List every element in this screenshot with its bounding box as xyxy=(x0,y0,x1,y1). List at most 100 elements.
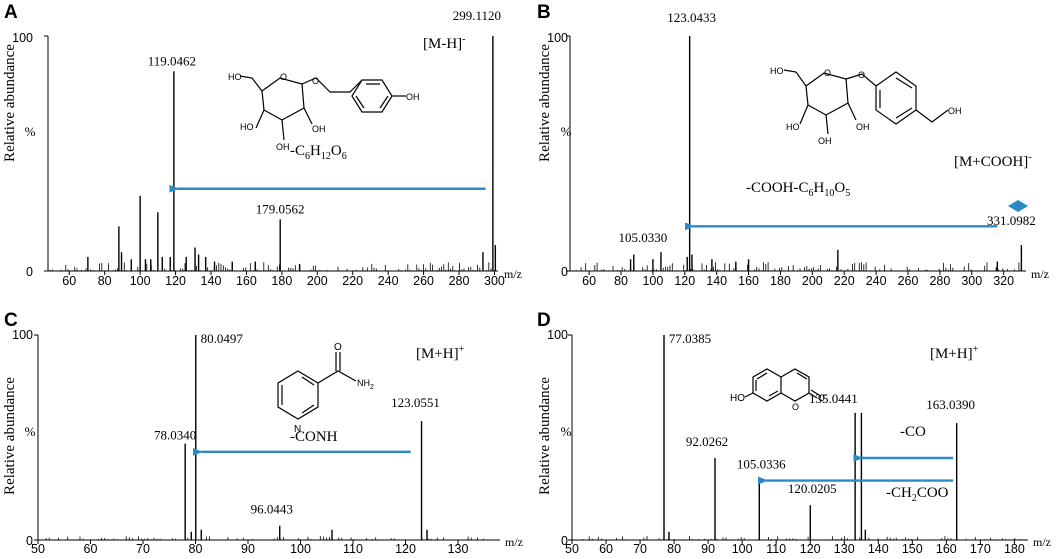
x-tick-label: 60 xyxy=(84,542,98,556)
peak-label: 96.0443 xyxy=(251,502,293,517)
neutral-loss-label: -CH2COO xyxy=(886,485,949,504)
x-tick-label: 300 xyxy=(961,274,982,288)
x-tick-label: 80 xyxy=(667,542,681,556)
panel-label-a: A xyxy=(4,2,18,23)
panel-label-b: B xyxy=(537,2,551,23)
x-tick-label: 280 xyxy=(929,274,950,288)
x-tick-label: 180 xyxy=(1004,542,1025,556)
svg-text:O: O xyxy=(858,70,865,80)
svg-text:O: O xyxy=(792,402,799,412)
x-tick-label: 50 xyxy=(31,542,45,556)
x-axis-label: m/z xyxy=(504,267,522,281)
x-tick-label: 160 xyxy=(738,274,759,288)
peak-label: 119.0462 xyxy=(148,53,196,68)
x-tick-label: 170 xyxy=(970,542,991,556)
x-tick-label: 80 xyxy=(189,542,203,556)
peak-label: 123.0551 xyxy=(391,395,440,410)
panel-label-c: C xyxy=(4,310,18,331)
peak-label: 299.1120 xyxy=(453,8,501,23)
svg-text:NH2: NH2 xyxy=(357,378,374,391)
x-tick-label: 180 xyxy=(770,274,791,288)
precursor-marker xyxy=(1008,200,1028,212)
x-tick-label: 120 xyxy=(800,542,821,556)
x-tick-label: 100 xyxy=(290,542,311,556)
y-percent-label: % xyxy=(25,124,36,139)
x-tick-label: 260 xyxy=(898,274,919,288)
peak-label: 179.0562 xyxy=(256,201,305,216)
peak-label: 92.0262 xyxy=(686,434,728,449)
svg-text:HO: HO xyxy=(240,122,254,132)
y-tick-label: 100 xyxy=(547,328,568,342)
x-tick-label: 90 xyxy=(701,542,715,556)
svg-text:O: O xyxy=(824,68,831,78)
x-tick-label: 70 xyxy=(633,542,647,556)
x-tick-label: 100 xyxy=(732,542,753,556)
peak-label: 331.0982 xyxy=(987,213,1036,228)
panel-label-d: D xyxy=(537,310,551,331)
x-tick-label: 130 xyxy=(448,542,469,556)
x-tick-label: 300 xyxy=(484,274,505,288)
x-tick-label: 50 xyxy=(565,542,579,556)
baseline-noise xyxy=(45,536,484,540)
precursor-ion-label: [M+COOH]- xyxy=(954,152,1032,170)
x-tick-label: 180 xyxy=(271,274,292,288)
peak-label: 120.0205 xyxy=(788,481,837,496)
y-percent-label: % xyxy=(25,424,36,439)
x-tick-label: 280 xyxy=(449,274,470,288)
x-tick-label: 80 xyxy=(614,274,628,288)
y-axis-label: Relative abundance xyxy=(537,44,553,162)
x-tick-label: 60 xyxy=(599,542,613,556)
precursor-ion-label: [M+H]+ xyxy=(930,344,979,362)
baseline-noise xyxy=(573,262,1022,271)
x-tick-label: 110 xyxy=(343,542,363,556)
peak-label: 123.0433 xyxy=(667,10,716,25)
y-percent-label: % xyxy=(561,424,572,439)
y-tick-label: 0 xyxy=(561,534,568,548)
x-tick-label: 140 xyxy=(706,274,727,288)
svg-text:O: O xyxy=(818,393,825,403)
peak-label: 78.0340 xyxy=(154,428,196,443)
svg-text:HO: HO xyxy=(770,66,784,76)
molecule-structure: O O HO HO OH OH OH xyxy=(770,66,962,146)
svg-text:HO: HO xyxy=(786,122,800,132)
y-axis-label: Relative abundance xyxy=(537,377,553,495)
x-tick-label: 150 xyxy=(902,542,923,556)
peak-label: 77.0385 xyxy=(669,331,711,346)
x-tick-label: 240 xyxy=(378,274,399,288)
precursor-ion-label: [M-H]- xyxy=(423,34,466,52)
x-tick-label: 100 xyxy=(130,274,151,288)
x-tick-label: 240 xyxy=(866,274,887,288)
svg-text:OH: OH xyxy=(818,136,832,146)
y-tick-label: 100 xyxy=(12,31,33,45)
x-tick-label: 80 xyxy=(98,274,112,288)
panel-b: B Relative abundance % 100 0 m/z O O HO … xyxy=(537,2,1049,288)
svg-text:O: O xyxy=(312,76,319,86)
y-axis-label: Relative abundance xyxy=(2,44,18,162)
baseline-noise xyxy=(582,536,1025,540)
peak-label: 80.0497 xyxy=(201,331,244,346)
y-tick-label: 100 xyxy=(547,31,568,45)
svg-text:OH: OH xyxy=(276,142,290,152)
x-tick-label: 140 xyxy=(868,542,889,556)
y-axis-label: Relative abundance xyxy=(2,377,18,495)
molecule-structure: N O NH2 xyxy=(277,342,374,435)
x-axis-label: m/z xyxy=(1033,535,1051,549)
molecule-structure: HO O O xyxy=(730,368,825,412)
x-tick-label: 260 xyxy=(413,274,434,288)
peak-label: 105.0336 xyxy=(737,457,786,472)
svg-text:OH: OH xyxy=(948,106,962,116)
x-tick-label: 200 xyxy=(802,274,823,288)
svg-text:O: O xyxy=(334,342,342,353)
panel-d: D Relative abundance % 100 0 m/z HO O O … xyxy=(537,310,1051,556)
svg-text:OH: OH xyxy=(312,124,326,134)
svg-text:OH: OH xyxy=(856,122,870,132)
svg-text:HO: HO xyxy=(730,393,745,404)
neutral-loss-label: -CO xyxy=(900,424,926,440)
neutral-loss-label: -COOH-C6H10O5 xyxy=(746,180,850,199)
peak-label: 135.0441 xyxy=(809,391,858,406)
molecule-structure: O O HO HO OH OH OH xyxy=(228,72,420,152)
y-percent-label: % xyxy=(561,124,572,139)
svg-text:OH: OH xyxy=(406,92,420,102)
panel-a: A Relative abundance % 100 0 m/z O O HO … xyxy=(2,2,522,288)
x-tick-label: 120 xyxy=(674,274,695,288)
